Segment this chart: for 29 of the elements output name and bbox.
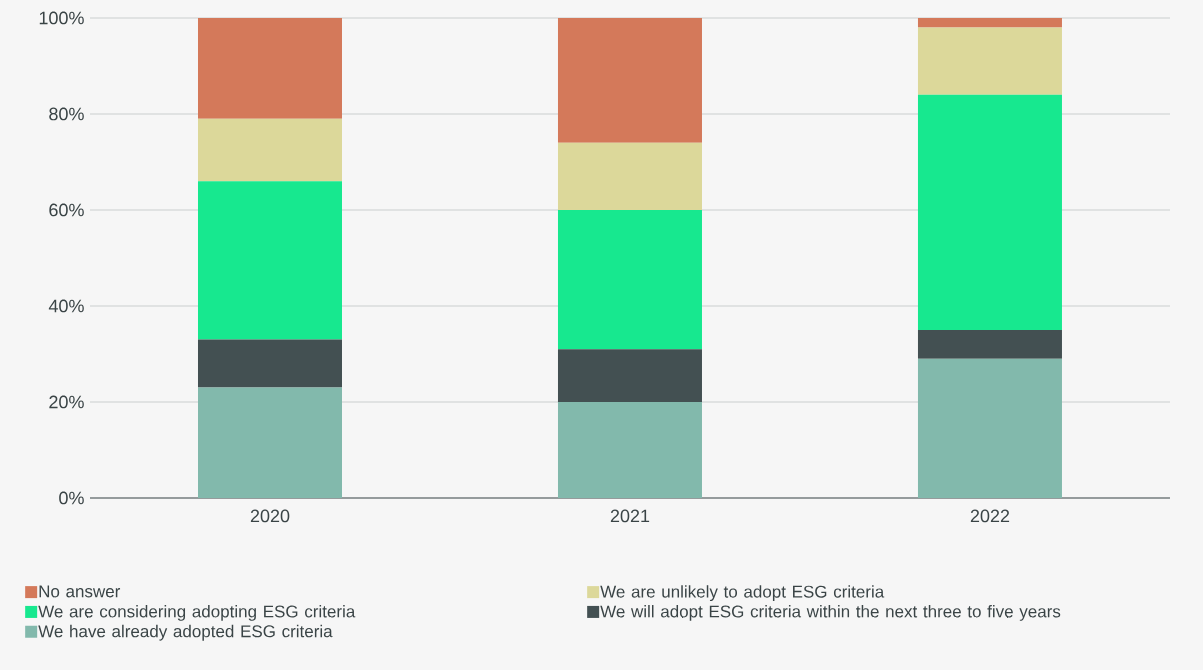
- y-tick-label: 100%: [39, 11, 84, 25]
- y-tick-label: 80%: [49, 107, 84, 121]
- bar: [197, 387, 342, 498]
- bar: [557, 349, 702, 402]
- bar: [557, 18, 702, 143]
- bar: [557, 402, 702, 498]
- bar: [917, 27, 1062, 95]
- y-tick-label: 20%: [49, 395, 84, 409]
- bar: [917, 18, 1062, 28]
- bar: [197, 118, 342, 182]
- legend-label: We are considering adopting ESG criteria: [38, 605, 356, 621]
- y-tick-label: 0%: [59, 491, 84, 505]
- bar: [557, 142, 702, 210]
- bar: [197, 181, 342, 340]
- legend-label: We have already adopted ESG criteria: [38, 624, 333, 641]
- legend-label: No answer: [39, 585, 121, 598]
- y-tick-label: 40%: [48, 299, 84, 313]
- legend-label: We will adopt ESG criteria within the next three to five years: [600, 605, 1061, 621]
- x-tick-label: 2022: [970, 509, 1010, 523]
- y-tick-label: 60%: [49, 203, 84, 217]
- x-tick-label: 2020: [250, 509, 290, 523]
- bar: [917, 330, 1062, 359]
- x-tick-label: 2021: [610, 509, 650, 523]
- bar: [917, 358, 1062, 498]
- legend-label: We are unlikely to adopt ESG criteria: [600, 585, 885, 602]
- bar: [197, 18, 342, 119]
- bar: [917, 94, 1062, 330]
- bar: [557, 210, 702, 350]
- bar: [197, 339, 342, 388]
